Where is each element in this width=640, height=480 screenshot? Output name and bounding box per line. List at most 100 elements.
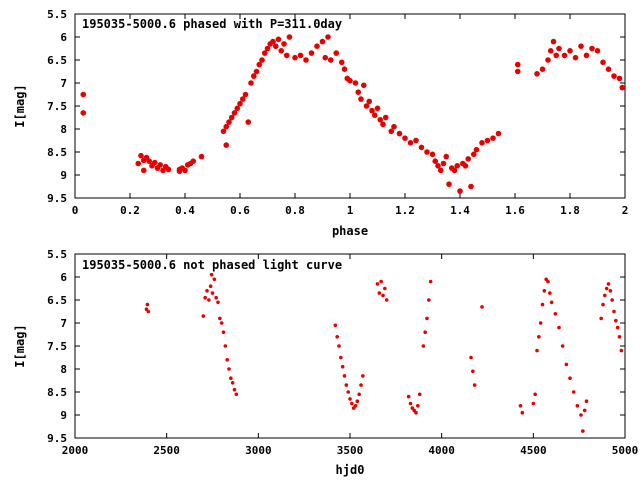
data-point [435, 163, 441, 169]
x-tick-labels: 0 0.2 0.4 0.6 0.8 1 1.2 1.4 1.6 1.8 2 [72, 204, 629, 217]
data-point [407, 140, 414, 146]
x-tick-label: 3000 [245, 444, 272, 457]
x-tick-label: 1.2 [395, 204, 415, 217]
data-point [518, 404, 523, 408]
data-point [325, 34, 331, 40]
data-point [547, 48, 554, 54]
data-point [425, 316, 429, 321]
data-point [520, 410, 525, 415]
data-point [619, 84, 626, 91]
data-point [234, 392, 239, 397]
data-point [239, 96, 246, 102]
data-point [198, 153, 205, 160]
data-point [375, 282, 380, 286]
y-tick-label: 6.5 [47, 294, 67, 307]
data-point [216, 300, 220, 305]
data-point [457, 188, 463, 194]
data-point [465, 156, 472, 162]
data-point [212, 277, 217, 282]
data-point [437, 167, 444, 174]
x-tick-label: 1 [347, 204, 354, 217]
data-point [583, 52, 590, 59]
y-tick-label: 7.5 [47, 100, 67, 113]
y-tick-label: 8 [60, 363, 67, 376]
data-point [232, 387, 237, 392]
data-point [146, 309, 151, 314]
data-point [538, 321, 543, 325]
data-point [531, 401, 536, 406]
data-point [379, 279, 383, 284]
data-point [594, 48, 601, 54]
data-point [322, 54, 329, 61]
data-point [380, 121, 386, 128]
data-point [360, 82, 367, 89]
data-point [264, 45, 271, 52]
y-tick-label: 8 [60, 123, 67, 136]
data-point [182, 167, 188, 174]
data-point [610, 298, 614, 302]
axis-ticks [74, 13, 626, 199]
data-point [550, 38, 557, 45]
data-point [272, 43, 279, 49]
data-point [428, 279, 433, 284]
y-tick-label: 7 [60, 77, 67, 90]
data-point [416, 404, 420, 408]
data-point [572, 54, 579, 61]
data-points [144, 272, 624, 433]
data-point [413, 137, 419, 144]
data-point [584, 399, 589, 404]
data-point [245, 119, 252, 125]
y-tick-label: 8.5 [47, 146, 67, 159]
data-point [230, 381, 235, 385]
data-point [446, 181, 452, 187]
data-point [611, 73, 617, 79]
data-point [319, 38, 326, 45]
y-tick-label: 6.5 [47, 54, 67, 67]
y-axis-label: I[mag] [13, 324, 27, 367]
x-axis-label: hjd0 [336, 463, 365, 477]
data-point [350, 401, 354, 406]
data-point [567, 48, 573, 54]
data-point [619, 348, 624, 353]
data-point [135, 160, 142, 167]
data-point [219, 321, 224, 325]
data-point [553, 312, 558, 316]
data-points [80, 34, 626, 194]
data-point [348, 397, 352, 401]
x-axis-label: phase [332, 224, 368, 238]
data-point [533, 392, 537, 397]
data-point [582, 408, 587, 413]
data-point [333, 323, 338, 328]
data-point [462, 163, 469, 169]
data-point [423, 330, 427, 335]
data-point [470, 151, 477, 158]
data-point [261, 50, 268, 56]
data-point [80, 110, 87, 116]
data-point [417, 392, 422, 397]
y-tick-label: 5.5 [47, 248, 67, 261]
data-point [357, 392, 361, 397]
data-point [340, 364, 345, 369]
data-point [440, 160, 447, 167]
data-point [468, 183, 474, 190]
data-point [292, 54, 298, 61]
data-point [614, 318, 618, 323]
data-point [545, 57, 551, 63]
data-point [484, 137, 491, 144]
data-point [471, 369, 475, 374]
x-tick-label: 0.6 [230, 204, 250, 217]
data-point [560, 344, 565, 348]
data-point [384, 298, 389, 302]
data-point [579, 413, 583, 417]
data-point [366, 98, 373, 105]
y-tick-labels: 5.5 6 6.5 7 7.5 8 8.5 9 9.5 [47, 8, 67, 205]
data-point [278, 48, 285, 54]
data-point [427, 298, 431, 302]
data-point [165, 166, 172, 173]
data-point [424, 149, 430, 155]
data-point [201, 314, 206, 318]
data-point [275, 36, 282, 43]
data-point [221, 330, 226, 335]
data-point [571, 390, 576, 394]
